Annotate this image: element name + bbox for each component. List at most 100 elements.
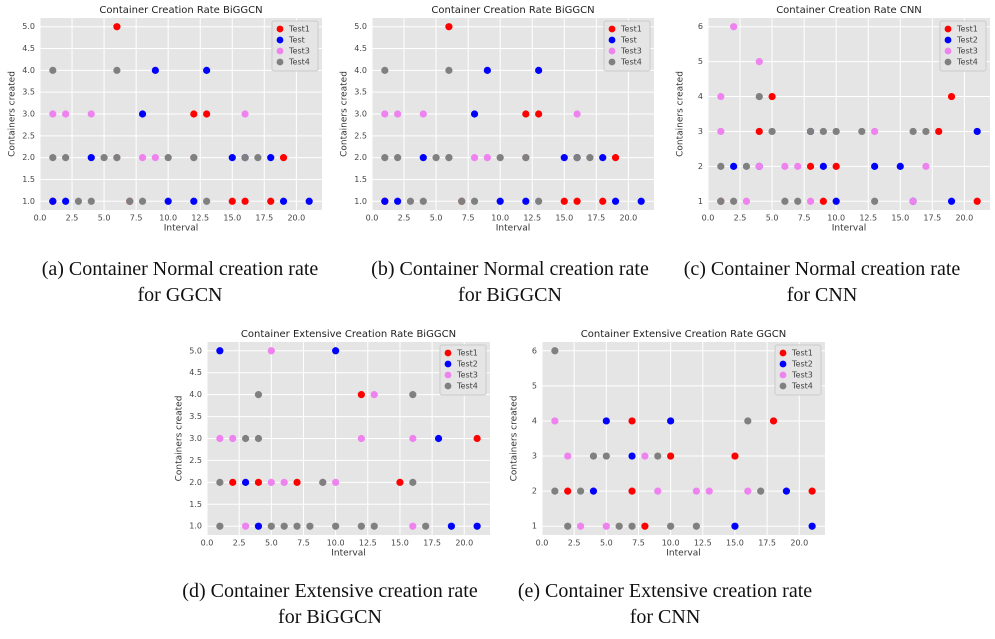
point (49, 154, 57, 162)
x-tick-label: 5.0 (265, 539, 278, 548)
point (806, 127, 815, 136)
y-tick-label: 4.0 (354, 66, 367, 75)
x-tick-label: 7.5 (798, 214, 811, 223)
y-tick-label: 1.0 (22, 197, 35, 206)
legend-label: Test2 (791, 360, 813, 369)
point (602, 417, 610, 425)
y-tick-label: 3.5 (22, 88, 35, 97)
point (755, 92, 763, 101)
point (254, 522, 263, 530)
point (947, 92, 956, 101)
point (794, 197, 802, 205)
y-tick-label: 1 (698, 197, 703, 206)
point (615, 522, 623, 530)
point (190, 110, 198, 118)
point (496, 154, 504, 162)
point (496, 197, 504, 205)
legend-marker (276, 58, 284, 66)
y-tick-label: 2 (532, 487, 537, 496)
y-tick-label: 3.0 (189, 434, 202, 443)
x-tick-label: 2.5 (233, 539, 246, 548)
point (535, 197, 543, 205)
point (422, 522, 430, 530)
point (445, 23, 453, 31)
legend-label: Test1 (620, 25, 642, 34)
point (730, 197, 738, 205)
legend-label: Test3 (620, 47, 642, 56)
point (602, 452, 610, 460)
legend-label: Test (620, 36, 637, 45)
x-tick-label: 7.5 (462, 214, 475, 223)
point (935, 127, 943, 136)
point (470, 110, 479, 118)
point (229, 434, 237, 443)
point (409, 434, 417, 443)
chart-title: Container Extensive Creation Rate GGCN (581, 329, 787, 340)
point (280, 478, 288, 486)
y-tick-label: 4.0 (189, 390, 202, 399)
legend-box (939, 20, 987, 72)
point (62, 154, 70, 162)
caption: (a) Container Normal creation rate for G… (41, 258, 319, 306)
x-tick-label: 5.0 (600, 539, 613, 548)
point (381, 110, 389, 118)
y-tick-label: 4 (698, 92, 703, 101)
point (203, 66, 211, 74)
point (667, 452, 675, 460)
legend-marker (944, 36, 952, 44)
legend-marker (944, 25, 952, 33)
point (267, 478, 275, 486)
point (203, 110, 211, 118)
x-tick-label: 17.5 (587, 214, 605, 223)
point (279, 197, 288, 205)
y-tick-label: 2.0 (22, 153, 35, 162)
point (332, 347, 340, 355)
point (909, 127, 917, 136)
x-tick-label: 10.0 (159, 214, 177, 223)
x-tick-label: 5.0 (766, 214, 779, 223)
x-tick-label: 20.0 (287, 214, 305, 223)
x-tick-label: 15.0 (391, 539, 409, 548)
legend-label: Test1 (456, 349, 478, 358)
y-tick-label: 4.5 (22, 44, 35, 53)
point (806, 197, 815, 205)
y-tick-label: 5.0 (354, 22, 367, 31)
point (586, 154, 594, 162)
point (768, 92, 776, 101)
point (267, 522, 275, 530)
point (922, 127, 930, 136)
point (896, 162, 904, 170)
point (794, 162, 802, 170)
point (871, 127, 879, 136)
x-tick-label: 2.5 (568, 539, 581, 548)
point (254, 154, 262, 162)
x-tick-label: 0.0 (702, 214, 715, 223)
point (419, 197, 427, 205)
point (332, 478, 340, 486)
y-axis-label: Containers created (510, 396, 520, 482)
legend-label: Test2 (956, 36, 978, 45)
legend-marker (276, 36, 284, 44)
legend-marker (608, 47, 616, 55)
point (151, 66, 159, 74)
y-tick-label: 3.5 (354, 88, 367, 97)
legend-label: Test4 (956, 58, 978, 67)
point (370, 522, 378, 530)
point (564, 487, 572, 495)
legend-marker (779, 382, 787, 390)
point (871, 162, 879, 170)
legend-marker (608, 58, 616, 66)
point (279, 154, 288, 162)
point (573, 110, 581, 118)
x-axis-label: Interval (832, 224, 866, 234)
y-tick-label: 5.0 (189, 346, 202, 355)
point (357, 434, 365, 443)
point (190, 197, 198, 205)
x-tick-label: 15.0 (555, 214, 573, 223)
legend-marker (276, 25, 284, 33)
point (293, 478, 301, 486)
point (49, 110, 57, 118)
point (717, 127, 725, 136)
y-tick-label: 3 (532, 452, 537, 461)
point (113, 66, 121, 74)
